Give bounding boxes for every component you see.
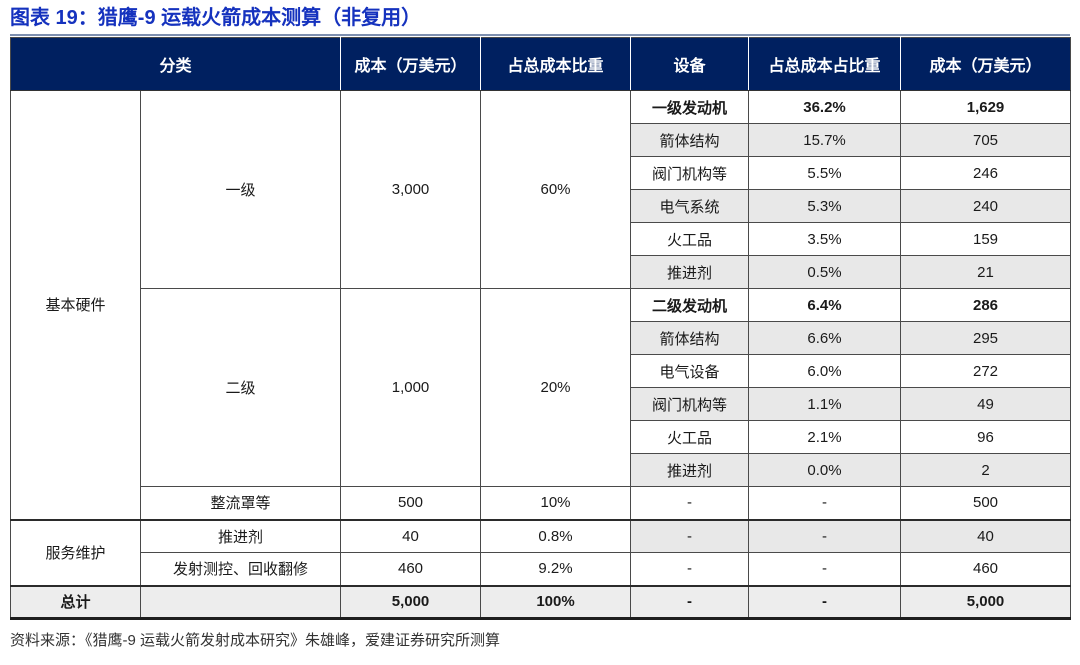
table-row: 二级 1,000 20% 二级发动机 6.4% 286 [11, 288, 1072, 487]
propellant-service-cost: 40 [340, 518, 482, 553]
device-share: 36.2% [748, 90, 902, 124]
total-cost: 5,000 [340, 584, 482, 619]
device-name: 推进剂 [630, 453, 750, 487]
group-service: 服务维护 [10, 518, 141, 586]
total-device: - [630, 584, 750, 619]
device-name: 火工品 [630, 420, 750, 454]
device-cost: 286 [900, 288, 1072, 322]
header-share: 占总成本比重 [480, 37, 631, 91]
device-cost: 2 [900, 453, 1072, 487]
device-share: 1.1% [748, 387, 902, 421]
device-cost: 49 [900, 387, 1072, 421]
header-category: 分类 [10, 37, 341, 91]
device-name: 推进剂 [630, 255, 750, 289]
stage2-cost: 1,000 [340, 288, 482, 487]
device-share: 5.3% [748, 189, 902, 223]
device-cost: 96 [900, 420, 1072, 454]
stage2-label: 二级 [139, 288, 342, 487]
device-name: 电气设备 [630, 354, 750, 388]
source-note: 资料来源：《猎鹰-9 运载火箭发射成本研究》朱雄峰，爱建证券研究所测算 [10, 632, 501, 649]
device-cost: 1,629 [900, 90, 1072, 124]
device-share: 6.0% [748, 354, 902, 388]
header-device: 设备 [630, 37, 749, 91]
table-row: 火工品 2.1% 96 [11, 420, 1072, 454]
table-header: 分类 成本（万美元） 占总成本比重 设备 占总成本占比重 成本（万美元） [10, 37, 1071, 91]
fairing-cost: 500 [340, 486, 482, 520]
device-share: 6.6% [748, 321, 902, 355]
device-cost: 40 [900, 518, 1072, 553]
stage2-share: 20% [480, 288, 632, 487]
propellant-service-share: 0.8% [480, 518, 632, 553]
table-row: 火工品 3.5% 159 [11, 222, 1072, 256]
header-cost: 成本（万美元） [340, 37, 481, 91]
device-name: 箭体结构 [630, 123, 750, 157]
total-device-share: - [748, 584, 902, 619]
table-row: 箭体结构 15.7% 705 [11, 123, 1072, 157]
device-name: 火工品 [630, 222, 750, 256]
device-cost: 159 [900, 222, 1072, 256]
table-row: 电气设备 6.0% 272 [11, 354, 1072, 388]
device-name: - [630, 518, 750, 553]
total-device-cost: 5,000 [900, 584, 1072, 619]
device-name: 二级发动机 [630, 288, 750, 322]
table-row: 服务维护 推进剂 40 0.8% - - 40 [10, 518, 1072, 586]
launch-recovery-cost: 460 [340, 552, 482, 586]
device-name: 电气系统 [630, 189, 750, 223]
device-cost: 460 [900, 552, 1072, 586]
header-device-cost: 成本（万美元） [900, 37, 1071, 91]
device-cost: 705 [900, 123, 1072, 157]
total-category-empty [139, 584, 342, 619]
fairing-share: 10% [480, 486, 632, 520]
device-cost: 295 [900, 321, 1072, 355]
device-share: 6.4% [748, 288, 902, 322]
fairing-label: 整流罩等 [139, 486, 342, 520]
device-share: 0.5% [748, 255, 902, 289]
launch-recovery-label: 发射测控、回收翻修 [139, 552, 342, 586]
table-row: 推进剂 0.0% 2 [11, 453, 1072, 487]
total-row: 总计 5,000 100% - - 5,000 [10, 584, 1072, 619]
device-share: 3.5% [748, 222, 902, 256]
stage1-label: 一级 [139, 90, 342, 289]
header-device-share: 占总成本占比重 [748, 37, 901, 91]
table-row: 推进剂 0.5% 21 [11, 255, 1072, 289]
device-name: 阀门机构等 [630, 387, 750, 421]
device-name: - [630, 552, 750, 586]
table-row: 基本硬件 一级 3,000 60% 一级发动机 36.2% 1,629 [10, 90, 1072, 520]
total-label: 总计 [10, 584, 141, 619]
header-row: 分类 成本（万美元） 占总成本比重 设备 占总成本占比重 成本（万美元） [10, 37, 1071, 91]
device-share: - [748, 552, 902, 586]
stage1-share: 60% [480, 90, 632, 289]
device-cost: 246 [900, 156, 1072, 190]
device-share: - [748, 518, 902, 553]
propellant-service-label: 推进剂 [139, 518, 342, 553]
cost-table: 分类 成本（万美元） 占总成本比重 设备 占总成本占比重 成本（万美元） 基本硬… [10, 37, 1072, 620]
launch-recovery-share: 9.2% [480, 552, 632, 586]
device-share: 2.1% [748, 420, 902, 454]
device-cost: 240 [900, 189, 1072, 223]
title-rule [10, 34, 1070, 36]
device-share: 15.7% [748, 123, 902, 157]
device-cost: 272 [900, 354, 1072, 388]
device-name: 阀门机构等 [630, 156, 750, 190]
device-name: 一级发动机 [630, 90, 750, 124]
table-row: 发射测控、回收翻修 460 9.2% - - 460 [11, 552, 1072, 586]
table-row: 阀门机构等 5.5% 246 [11, 156, 1072, 190]
table-row: 整流罩等 500 10% - - 500 [11, 486, 1072, 520]
table-row: 电气系统 5.3% 240 [11, 189, 1072, 223]
total-share: 100% [480, 584, 632, 619]
device-name: 箭体结构 [630, 321, 750, 355]
device-share: - [748, 486, 902, 520]
figure-title: 图表 19：猎鹰-9 运载火箭成本测算（非复用） [10, 7, 422, 29]
device-cost: 21 [900, 255, 1072, 289]
device-name: - [630, 486, 750, 520]
stage1-cost: 3,000 [340, 90, 482, 289]
device-cost: 500 [900, 486, 1072, 520]
table-body: 基本硬件 一级 3,000 60% 一级发动机 36.2% 1,629 箭体结构… [10, 90, 1072, 619]
group-basic-hardware: 基本硬件 [10, 90, 141, 520]
device-share: 5.5% [748, 156, 902, 190]
device-share: 0.0% [748, 453, 902, 487]
table-row: 阀门机构等 1.1% 49 [11, 387, 1072, 421]
